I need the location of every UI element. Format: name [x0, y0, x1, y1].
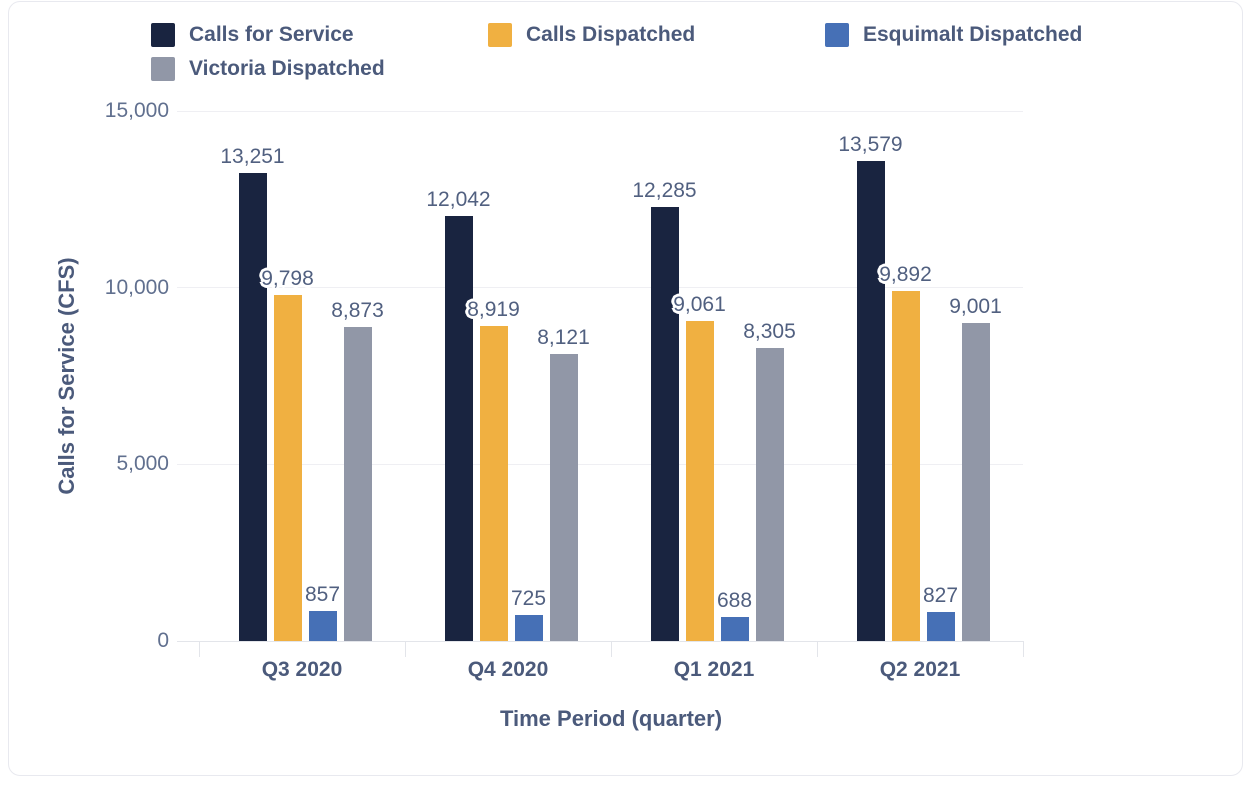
bar-value-label: 9,061 [673, 292, 726, 316]
legend-item-label: Victoria Dispatched [189, 57, 385, 80]
legend-item-esquimalt-dispatched[interactable]: Esquimalt Dispatched [825, 23, 1082, 47]
legend-item-label: Calls for Service [189, 23, 354, 46]
y-gridline [177, 287, 1023, 289]
bar-esquimalt-dispatched[interactable] [308, 610, 337, 641]
bar-calls-dispatched[interactable] [891, 291, 920, 641]
legend-swatch-icon [825, 23, 849, 47]
x-axis-tick [1023, 641, 1024, 657]
bar-calls-dispatched[interactable] [685, 320, 714, 641]
legend-item-label: Esquimalt Dispatched [863, 23, 1083, 46]
bar-value-label: 13,251 [220, 144, 285, 168]
x-axis-line [177, 640, 1023, 642]
bar-victoria-dispatched[interactable] [549, 354, 578, 641]
bar-esquimalt-dispatched[interactable] [720, 616, 749, 641]
bar-value-label: 12,285 [632, 178, 697, 202]
bar-calls-for-service[interactable] [856, 161, 885, 641]
plot-area: 0 5,000 10,000 15,000 13,251 9,798 857 8,873 Q3 … [9, 2, 1242, 775]
legend-swatch-icon [151, 23, 175, 47]
x-axis-tick [817, 641, 818, 657]
x-tick-label[interactable]: Q4 2020 [467, 658, 549, 681]
bar-value-label: 8,919 [467, 297, 520, 321]
bar-victoria-dispatched[interactable] [961, 322, 990, 641]
y-gridline [177, 463, 1023, 465]
bar-esquimalt-dispatched[interactable] [926, 611, 955, 641]
bar-calls-for-service[interactable] [444, 215, 473, 641]
bar-victoria-dispatched[interactable] [343, 327, 372, 641]
x-axis-tick [199, 641, 200, 657]
chart-card: Calls for Service Calls Dispatched Esquima… [8, 1, 1243, 776]
x-axis-tick [611, 641, 612, 657]
y-gridline [177, 110, 1023, 112]
y-tick-label: 0 [157, 629, 169, 652]
bar-value-label: 12,042 [426, 187, 491, 211]
legend-item-calls-for-service[interactable]: Calls for Service [151, 23, 488, 47]
bar-value-label: 827 [922, 583, 959, 607]
bar-calls-dispatched[interactable] [479, 325, 508, 641]
bar-value-label: 857 [304, 582, 341, 606]
legend-item-label: Calls Dispatched [526, 23, 696, 46]
x-tick-label[interactable]: Q1 2021 [673, 658, 755, 681]
bar-value-label: 688 [716, 588, 753, 612]
bar-value-label: 9,798 [261, 266, 314, 290]
bar-calls-for-service[interactable] [238, 172, 267, 641]
y-tick-label: 5,000 [116, 452, 169, 476]
x-axis-tick [405, 641, 406, 657]
x-tick-label[interactable]: Q2 2021 [879, 658, 961, 681]
legend-swatch-icon [488, 23, 512, 47]
y-axis-title: Calls for Service (CFS) [54, 257, 79, 495]
bar-value-label: 13,579 [838, 133, 903, 157]
bar-value-label: 8,873 [331, 299, 384, 323]
bar-victoria-dispatched[interactable] [755, 347, 784, 641]
bar-calls-for-service[interactable] [650, 206, 679, 641]
bar-value-label: 8,305 [743, 319, 796, 343]
bar-value-label: 9,001 [949, 294, 1002, 318]
bar-calls-dispatched[interactable] [273, 294, 302, 641]
y-tick-label: 10,000 [104, 275, 169, 299]
x-tick-label[interactable]: Q3 2020 [261, 658, 343, 681]
bar-value-label: 9,892 [879, 263, 932, 287]
y-tick-label: 15,000 [104, 99, 169, 122]
x-axis-title: Time Period (quarter) [499, 706, 723, 731]
legend-item-victoria-dispatched[interactable]: Victoria Dispatched [151, 57, 488, 81]
legend: Calls for Service Calls Dispatched Esquima… [151, 23, 1082, 81]
legend-swatch-icon [151, 57, 175, 81]
bar-esquimalt-dispatched[interactable] [514, 615, 543, 641]
bar-value-label: 8,121 [537, 326, 590, 350]
legend-item-calls-dispatched[interactable]: Calls Dispatched [488, 23, 825, 47]
bar-value-label: 725 [510, 587, 547, 611]
